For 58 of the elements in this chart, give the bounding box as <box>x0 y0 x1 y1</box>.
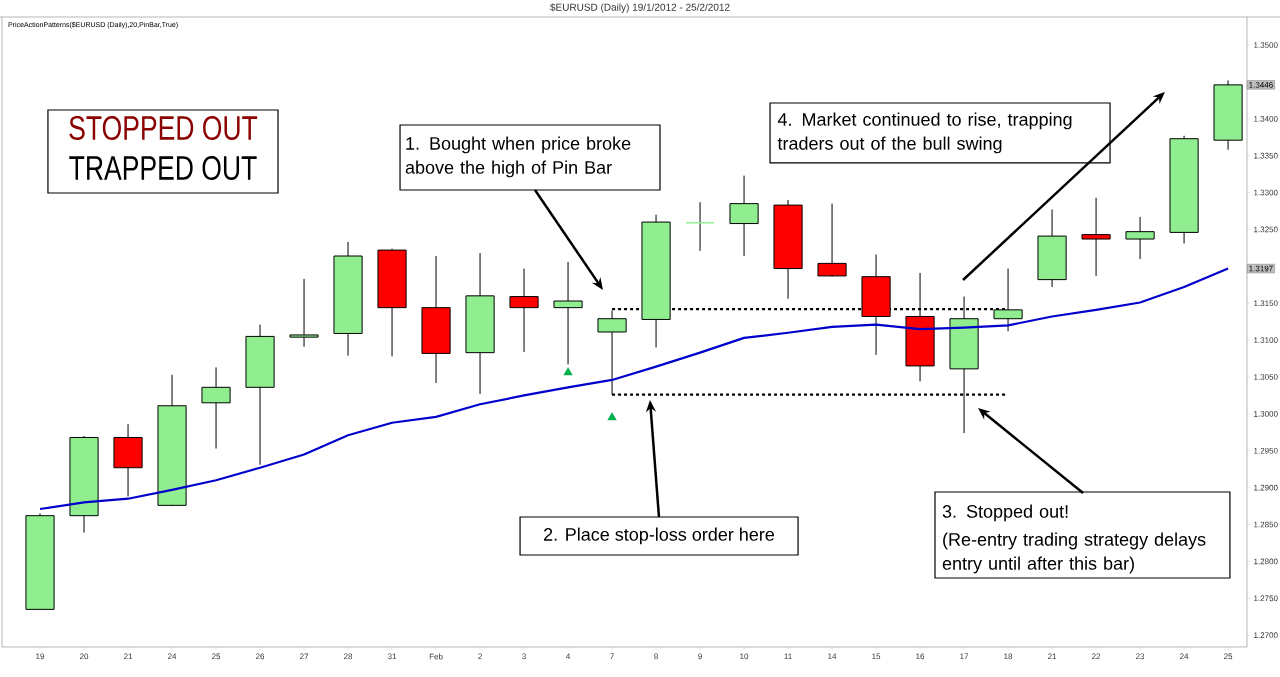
x-tick-label: 7 <box>610 653 614 660</box>
x-tick-label: 23 <box>1136 653 1145 660</box>
candlestick <box>509 268 539 353</box>
x-tick-label: 14 <box>828 653 837 660</box>
x-tick-label: 26 <box>256 653 265 660</box>
y-tick-label: 1.2800 <box>1254 558 1278 565</box>
x-tick-label: 9 <box>698 653 702 660</box>
x-tick-label: 4 <box>566 653 571 660</box>
annotation: 3. Stopped out! <box>942 504 1068 522</box>
x-tick-label: 27 <box>300 653 309 660</box>
x-tick-label: 24 <box>167 653 177 660</box>
x-tick-label: 21 <box>123 653 133 660</box>
y-tick-label: 1.3500 <box>1254 42 1278 48</box>
annotation: 1.3446 <box>1249 82 1273 88</box>
annotation: STOPPED OUT <box>69 115 258 141</box>
x-tick-label: 19 <box>36 653 45 660</box>
x-tick-label: 24 <box>1180 653 1189 660</box>
candlestick <box>289 278 319 348</box>
y-tick-label: 1.3000 <box>1254 411 1278 417</box>
y-tick-label: 1.3400 <box>1254 115 1278 122</box>
x-tick-label: 18 <box>1004 653 1013 660</box>
annotation: 2. Place stop-loss order here <box>544 527 775 545</box>
x-tick-label: 22 <box>1092 653 1101 660</box>
x-tick-label: Feb <box>429 653 443 660</box>
y-tick-label: 1.2750 <box>1254 595 1278 602</box>
candlestick <box>553 261 583 365</box>
x-tick-label: 2 <box>478 653 482 660</box>
annotation: 1. Bought when price broke above the high of Pin Bar <box>405 136 631 178</box>
candlestick <box>685 201 715 252</box>
y-tick-label: 1.3250 <box>1254 226 1278 233</box>
y-tick-label: 1.3100 <box>1254 337 1278 343</box>
y-tick-label: 1.3350 <box>1254 152 1278 159</box>
y-tick-label: 1.3050 <box>1254 374 1278 380</box>
y-tick-label: 1.3150 <box>1254 300 1278 307</box>
x-tick-label: 28 <box>344 653 353 660</box>
annotation: (Re-entry trading strategy delays entry until after this bar) <box>942 532 1206 574</box>
x-tick-label: 31 <box>387 653 397 660</box>
y-tick-label: 1.2700 <box>1254 632 1278 639</box>
x-tick-label: 10 <box>740 653 749 660</box>
y-tick-label: 1.2950 <box>1254 447 1278 454</box>
x-tick-label: 20 <box>79 653 89 660</box>
x-tick-label: 16 <box>916 653 925 660</box>
candlestick <box>1081 197 1111 277</box>
y-tick-label: 1.2900 <box>1254 484 1278 491</box>
chart-title: $EURUSD (Daily) 19/1/2012 - 25/2/2012 <box>550 3 730 13</box>
annotation: 4. Market continued to rise, trapping traders out of the bull swing <box>777 112 1072 154</box>
x-tick-label: 25 <box>211 653 221 660</box>
x-tick-label: 25 <box>1224 653 1233 660</box>
x-tick-label: 8 <box>654 653 658 660</box>
annotation: 1.3197 <box>1249 265 1273 272</box>
x-tick-label: 17 <box>960 653 969 660</box>
annotation: TRAPPED OUT <box>69 155 257 181</box>
x-tick-label: 21 <box>1048 653 1057 660</box>
y-tick-label: 1.3300 <box>1254 189 1278 196</box>
x-tick-label: 11 <box>784 653 792 660</box>
x-tick-label: 15 <box>872 653 881 660</box>
y-tick-label: 1.2850 <box>1254 521 1278 528</box>
x-tick-label: 3 <box>522 653 526 660</box>
